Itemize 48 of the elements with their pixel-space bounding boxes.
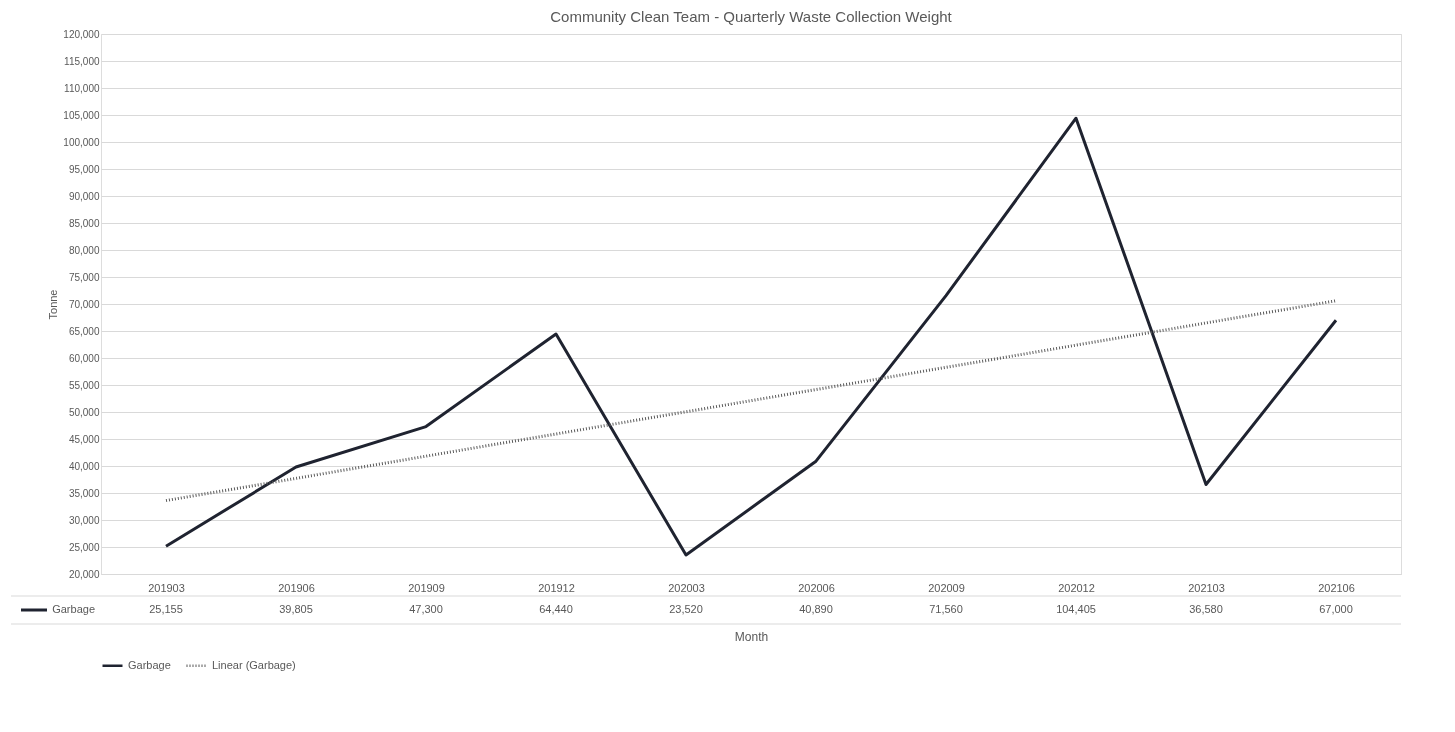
y-tick-label: 55,000 [68, 379, 100, 391]
y-tick-label: 70,000 [68, 298, 100, 310]
data-label: 36,580 [1189, 603, 1223, 615]
y-tick-label: 95,000 [68, 163, 100, 175]
x-tick-label: 202009 [928, 581, 965, 594]
y-tick-label: 120,000 [63, 28, 100, 40]
x-tick-label: 202006 [798, 581, 835, 594]
data-label: 64,440 [539, 603, 573, 615]
x-axis-title: Month [734, 629, 769, 644]
data-label: 23,520 [669, 603, 703, 615]
x-tick-label: 202012 [1058, 581, 1095, 594]
x-tick-label: 201903 [148, 581, 185, 594]
y-tick-label: 40,000 [68, 460, 100, 472]
chart-title: Community Clean Team - Quarterly Waste Collection Weight [550, 8, 953, 25]
line-series [164, 116, 1338, 557]
text: Garbage [128, 658, 171, 671]
y-tick-label: 105,000 [63, 109, 100, 121]
y-tick-label: 50,000 [68, 406, 100, 418]
x-tick-label: 201906 [278, 581, 315, 594]
y-tick-label: 90,000 [68, 190, 100, 202]
data-label: 39,805 [279, 603, 313, 615]
y-tick-label: 25,000 [68, 541, 100, 553]
y-tick-label: 65,000 [68, 325, 100, 337]
legend-label: Garbage [52, 603, 95, 615]
data-label: 25,155 [149, 603, 183, 615]
x-tick-label: 202003 [668, 581, 705, 594]
y-tick-label: 85,000 [68, 217, 100, 229]
y-tick-label: 110,000 [64, 82, 100, 94]
data-label: 47,300 [409, 603, 443, 615]
x-tick-label: 202106 [1318, 581, 1355, 594]
y-tick-label: 115,000 [64, 55, 100, 67]
y-tick-label: 35,000 [68, 487, 100, 499]
data-label: 67,000 [1319, 603, 1353, 615]
data-label: 104,405 [1056, 603, 1096, 615]
data-label: 40,890 [799, 603, 833, 615]
y-tick-label: 75,000 [68, 271, 100, 283]
x-tick-label: 201909 [408, 581, 445, 594]
y-tick-label: 20,000 [68, 568, 100, 580]
y-tick-label: 45,000 [68, 433, 100, 445]
legend-label: Linear (Garbage) [212, 658, 296, 671]
y-tick-label: 80,000 [68, 244, 100, 256]
y-tick-label: 60,000 [68, 352, 100, 364]
y-tick-label: 100,000 [63, 136, 100, 148]
y-axis-title: Tonne [47, 289, 60, 320]
x-tick-label: 201912 [538, 581, 575, 594]
y-tick-label: 30,000 [68, 514, 100, 526]
data-label: 71,560 [929, 603, 963, 615]
x-tick-label: 202103 [1188, 581, 1225, 594]
